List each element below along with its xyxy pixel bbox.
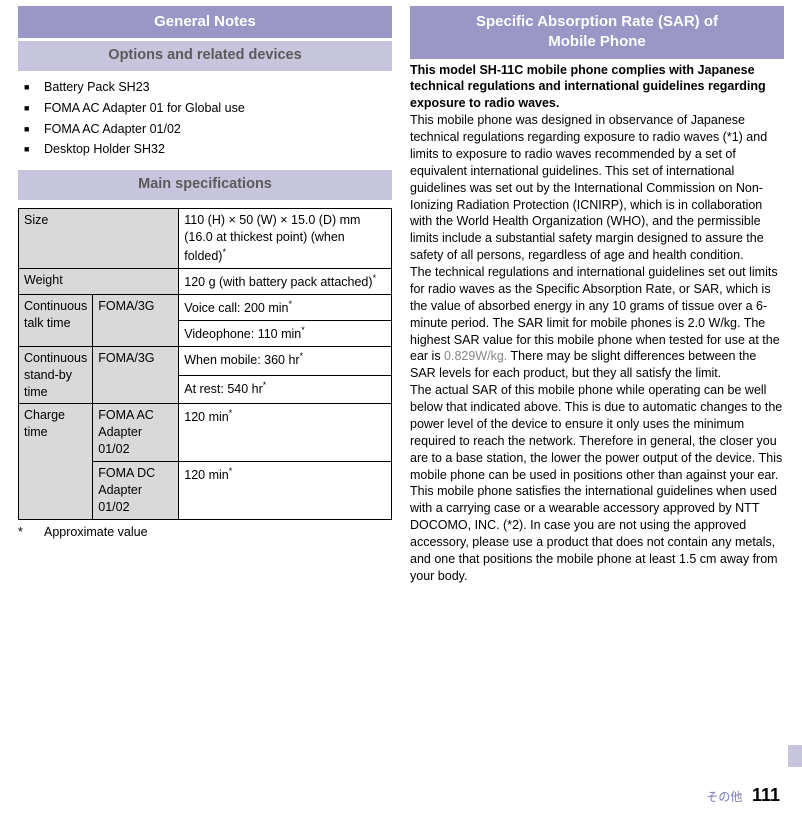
footer-section-label: その他: [706, 790, 742, 804]
size-label: Size: [19, 208, 179, 268]
sar-para3: The actual SAR of this mobile phone whil…: [410, 383, 782, 583]
list-item: FOMA AC Adapter 01 for Global use: [24, 100, 392, 117]
spec-table: Size 110 (H) × 50 (W) × 15.0 (D) mm (16.…: [18, 208, 392, 520]
main-spec-header: Main specifications: [18, 170, 392, 200]
options-list: Battery Pack SH23 FOMA AC Adapter 01 for…: [18, 79, 392, 159]
ac-value: 120 min*: [179, 404, 392, 462]
sar-intro-bold: This model SH-11C mobile phone complies …: [410, 63, 766, 111]
side-tab: [788, 745, 802, 767]
sar-value: 0.829W/kg.: [444, 349, 507, 363]
sar-header: Specific Absorption Rate (SAR) of Mobile…: [410, 6, 784, 59]
page-footer: その他 111: [706, 783, 780, 807]
foma3g-label: FOMA/3G: [93, 346, 179, 404]
sar-para1: This mobile phone was designed in observ…: [410, 113, 767, 262]
ac-adapter-label: FOMA AC Adapter 01/02: [93, 404, 179, 462]
list-item: Desktop Holder SH32: [24, 141, 392, 158]
sar-body: This model SH-11C mobile phone complies …: [410, 62, 784, 585]
size-value: 110 (H) × 50 (W) × 15.0 (D) mm (16.0 at …: [179, 208, 392, 268]
weight-value: 120 g (with battery pack attached)*: [179, 268, 392, 294]
mobile-value: When mobile: 360 hr*: [179, 346, 392, 375]
standby-label: Continuous stand-by time: [19, 346, 93, 404]
list-item: FOMA AC Adapter 01/02: [24, 121, 392, 138]
talk-time-label: Continuous talk time: [19, 294, 93, 346]
rest-value: At rest: 540 hr*: [179, 375, 392, 404]
foma3g-label: FOMA/3G: [93, 294, 179, 346]
charge-label: Charge time: [19, 404, 93, 519]
list-item: Battery Pack SH23: [24, 79, 392, 96]
voice-call-value: Voice call: 200 min*: [179, 294, 392, 320]
weight-label: Weight: [19, 268, 179, 294]
dc-value: 120 min*: [179, 462, 392, 520]
videophone-value: Videophone: 110 min*: [179, 320, 392, 346]
general-notes-header: General Notes: [18, 6, 392, 38]
footnote: *Approximate value: [18, 524, 392, 541]
page-number: 111: [752, 785, 780, 805]
dc-adapter-label: FOMA DC Adapter 01/02: [93, 462, 179, 520]
options-header: Options and related devices: [18, 41, 392, 71]
